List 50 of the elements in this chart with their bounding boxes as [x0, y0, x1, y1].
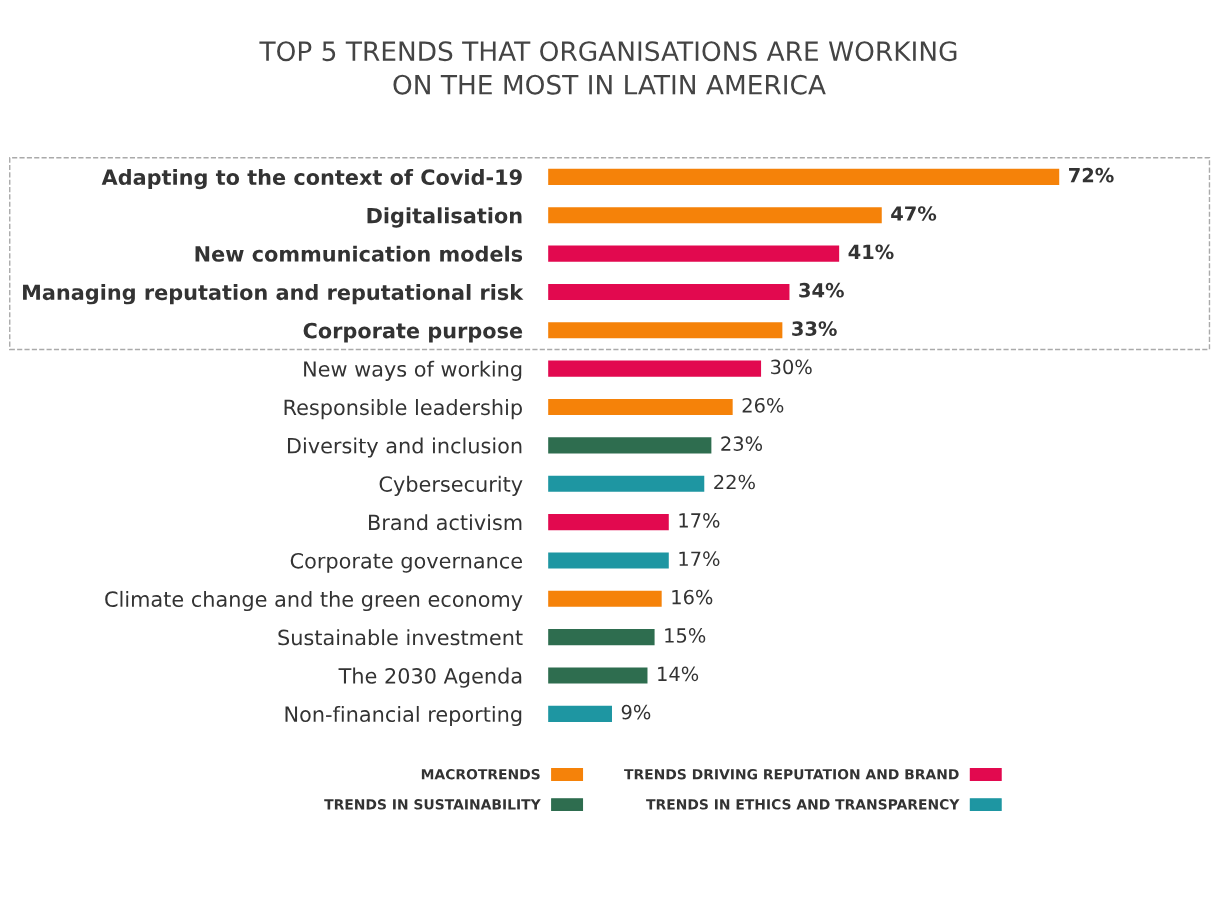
data-label: 15%	[665, 628, 706, 643]
legend-label: TRENDS IN SUSTAINABILITY	[324, 799, 541, 810]
y-tick-label: Digitalisation	[367, 207, 522, 228]
y-tick-label: Corporate purpose	[303, 322, 523, 343]
bar	[548, 398, 733, 416]
y-tick-label: Corporate governance	[290, 552, 522, 573]
legend-label: MACROTRENDS	[421, 768, 540, 780]
y-tick-label: Responsible leadership	[284, 399, 522, 420]
bar	[548, 590, 662, 607]
y-tick-label: Diversity and inclusion	[288, 437, 522, 458]
legend-label: TRENDS DRIVING REPUTATION AND BRAND	[624, 768, 959, 780]
data-label: 22%	[714, 474, 755, 490]
data-label: 34%	[799, 282, 844, 298]
data-label: 9%	[621, 704, 651, 720]
y-tick-label: Non-financial reporting	[285, 705, 522, 727]
y-tick-label: New ways of working	[304, 360, 522, 381]
y-tick-label: Cybersecurity	[379, 475, 523, 496]
legend-label: TRENDS IN ETHICS AND TRANSPARENCY	[646, 799, 960, 810]
bar	[548, 705, 612, 722]
data-label: 16%	[672, 589, 713, 605]
bar	[548, 322, 783, 339]
bar	[548, 475, 705, 492]
y-tick-label: Managing reputation and reputational risk	[23, 284, 524, 305]
bar	[548, 552, 669, 569]
chart-title: TOP 5 TRENDS THAT ORGANISATIONS ARE WORKING ON THE MOST IN LATIN AMERICA	[259, 41, 957, 95]
data-label: 47%	[891, 206, 937, 221]
data-label: 33%	[792, 321, 837, 336]
data-label: 30%	[771, 359, 812, 375]
bar	[548, 667, 648, 684]
bar	[548, 437, 712, 454]
data-label: 41%	[848, 244, 894, 260]
bar	[548, 245, 840, 262]
data-label: 23%	[721, 436, 763, 452]
bar	[548, 514, 669, 531]
y-tick-label: Sustainable investment	[278, 629, 523, 646]
data-label: 26%	[742, 397, 784, 413]
bar	[548, 207, 882, 224]
y-tick-label: Brand activism	[369, 514, 522, 531]
bar	[548, 629, 655, 646]
data-label: 17%	[679, 551, 720, 567]
data-label: 17%	[679, 513, 720, 528]
bar	[548, 168, 1060, 185]
bar	[548, 360, 762, 377]
y-tick-label: The 2030 Agenda	[338, 667, 522, 688]
y-tick-label: Climate change and the green economy	[105, 590, 523, 612]
y-tick-label: New communication models	[195, 245, 523, 262]
y-tick-label: Adapting to the context of Covid-19	[101, 168, 522, 190]
data-label: 72%	[1069, 167, 1114, 183]
bar	[548, 283, 790, 300]
data-label: 14%	[658, 666, 699, 682]
